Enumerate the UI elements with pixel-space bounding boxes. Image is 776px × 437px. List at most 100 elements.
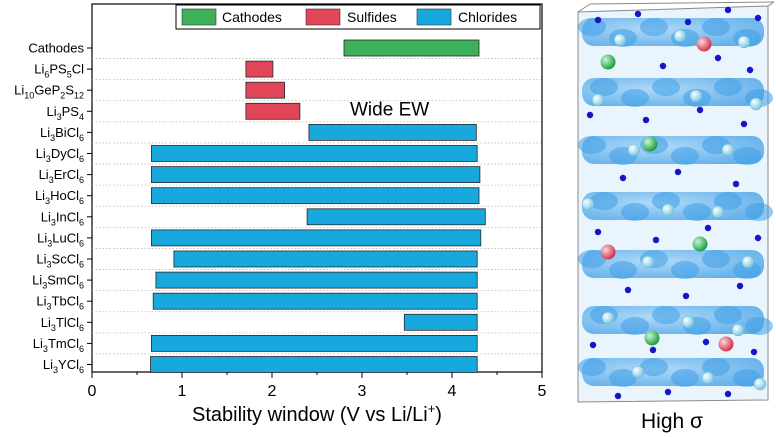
bar-sulfides-1: [245, 60, 274, 78]
category-label-part: ScCl: [52, 252, 80, 267]
category-label-part: Li: [47, 104, 57, 119]
li-atom: [624, 286, 632, 294]
category-label-part: 6: [79, 154, 84, 164]
category-label: Li3TmCl6: [33, 336, 84, 354]
category-label-part: S: [65, 83, 74, 98]
bar-chlorides-8: [306, 208, 486, 226]
category-label-part: LuCl: [52, 230, 79, 245]
legend-frame: [175, 4, 541, 30]
category-label-part: TlCl: [56, 315, 79, 330]
category-label-part: PS: [49, 62, 67, 77]
x-axis-title-main: Stability window (V vs Li/Li: [192, 404, 428, 426]
category-label-part: 6: [79, 238, 84, 248]
category-label-part: YCl: [58, 357, 79, 372]
isosurface-lobe: [609, 261, 637, 279]
category-label-part: 6: [79, 175, 84, 185]
bar-chlorides-14: [150, 334, 478, 352]
category-label-part: 3: [57, 112, 62, 122]
li-atom: [696, 106, 704, 114]
legend-label-cathodes: Cathodes: [222, 9, 282, 25]
red-atom: [600, 244, 616, 260]
bar-chlorides-10: [173, 250, 478, 268]
li-atom: [634, 10, 642, 18]
cl-atom: [689, 89, 703, 103]
stability-window-chart: CathodesLi6PS5ClLi10GeP2S12Li3PS4Li3BiCl…: [14, 3, 547, 426]
x-axis-title-end: ): [435, 404, 442, 426]
category-label-part: GeP: [34, 83, 60, 98]
isosurface-layer: [578, 250, 764, 279]
category-label-part: 3: [51, 323, 56, 333]
x-tick-label: 5: [538, 383, 547, 400]
x-tick-label: 4: [448, 383, 457, 400]
category-label-part: Li: [35, 188, 45, 203]
legend-label-chlorides: Chlorides: [458, 9, 517, 25]
cl-atom: [631, 365, 645, 379]
isosurface-lobe: [652, 192, 680, 210]
category-label: Li10GeP2S12: [14, 83, 84, 101]
isosurface-lobe: [640, 18, 668, 36]
category-label-part: 3: [47, 302, 52, 312]
category-label-part: 6: [44, 70, 49, 80]
x-tick-label: 1: [178, 383, 187, 400]
cl-atom: [661, 203, 675, 217]
isosurface-lobe: [702, 358, 730, 376]
category-label-part: 3: [43, 344, 48, 354]
li-atom: [594, 16, 602, 24]
category-label-part: TmCl: [48, 336, 79, 351]
cl-atom: [711, 205, 725, 219]
isosurface-lobe: [714, 78, 742, 96]
category-label: Li3LuCl6: [37, 230, 84, 248]
isosurface-lobe: [714, 306, 742, 324]
cl-atom: [737, 35, 751, 49]
isosurface-lobe: [733, 261, 761, 279]
category-label-part: Li: [40, 125, 50, 140]
category-label-part: 6: [79, 217, 84, 227]
cl-atom: [673, 29, 687, 43]
category-label: Cathodes: [28, 41, 84, 56]
category-label-part: 5: [67, 70, 72, 80]
cl-atom: [681, 315, 695, 329]
category-label-part: TbCl: [52, 294, 80, 309]
x-axis-title: Stability window (V vs Li/Li+): [192, 401, 442, 426]
category-label-part: 6: [79, 365, 84, 375]
isosurface-lobe: [621, 317, 649, 335]
category-label-part: 6: [79, 281, 84, 291]
li-atom: [594, 228, 602, 236]
legend-label-sulfides: Sulfides: [347, 9, 397, 25]
category-label-part: 2: [60, 91, 65, 101]
red-atom: [696, 36, 712, 52]
cl-atom: [753, 377, 767, 391]
category-label: Li3TlCl6: [41, 315, 84, 333]
li-atom: [586, 111, 594, 119]
bar-chlorides-9: [150, 229, 482, 247]
category-label-part: 3: [49, 175, 54, 185]
category-label-part: ErCl: [54, 167, 79, 182]
cl-atom: [741, 255, 755, 269]
category-label-part: DyCl: [51, 146, 79, 161]
isosurface-layer: [582, 192, 773, 221]
category-label-part: BiCl: [55, 125, 79, 140]
category-label-part: Li: [36, 146, 46, 161]
bar-chlorides-12: [152, 292, 478, 310]
li-atom: [740, 120, 748, 128]
bar-chlorides-15: [150, 356, 478, 373]
category-label-part: 3: [42, 281, 47, 291]
x-tick-label: 2: [268, 383, 277, 400]
category-label-part: 6: [79, 344, 84, 354]
cl-atom: [721, 143, 735, 157]
isosurface-lobe: [609, 369, 637, 387]
cl-atom: [749, 97, 763, 111]
isosurface-lobe: [578, 250, 606, 268]
bar-sulfides-2: [245, 81, 285, 99]
isosurface-lobe: [578, 358, 606, 376]
category-label-part: Cathodes: [28, 41, 84, 56]
category-label-part: InCl: [56, 209, 79, 224]
category-label: Li3TbCl6: [36, 294, 84, 312]
cl-atom: [641, 255, 655, 269]
category-label-part: Li: [37, 230, 47, 245]
li-atom: [674, 168, 682, 176]
category-label-part: Li: [14, 83, 24, 98]
isosurface-lobe: [671, 147, 699, 165]
atoms: [581, 6, 767, 400]
bar-sulfides-3: [245, 102, 301, 120]
